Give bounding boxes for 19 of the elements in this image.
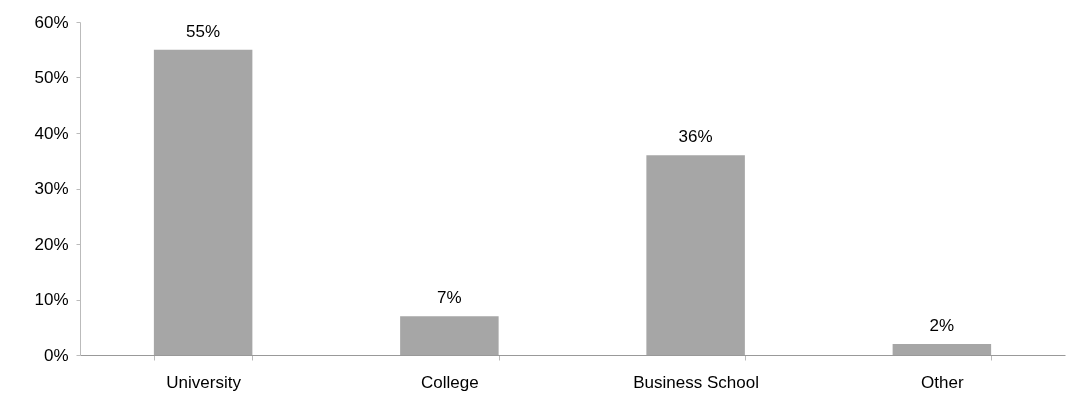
y-tick-label: 40% — [34, 123, 69, 143]
data-label: 7% — [437, 288, 462, 308]
bar — [646, 155, 745, 355]
y-tick-label: 60% — [34, 12, 69, 32]
bar — [153, 49, 253, 355]
bar — [400, 316, 499, 355]
y-tick-label: 0% — [43, 345, 69, 365]
x-tick-label: Business School — [633, 372, 759, 392]
data-label: 36% — [678, 127, 713, 147]
data-label: 55% — [186, 21, 221, 41]
data-label: 2% — [929, 315, 955, 335]
y-tick-label: 50% — [34, 68, 69, 87]
y-tick-label: 20% — [34, 234, 69, 254]
y-tick-label: 10% — [34, 290, 69, 309]
y-tick-label: 30% — [34, 179, 69, 198]
x-tick-label: College — [421, 372, 479, 392]
x-tick-label: Other — [921, 372, 964, 392]
x-tick-label: University — [166, 372, 242, 392]
bar — [892, 343, 992, 355]
